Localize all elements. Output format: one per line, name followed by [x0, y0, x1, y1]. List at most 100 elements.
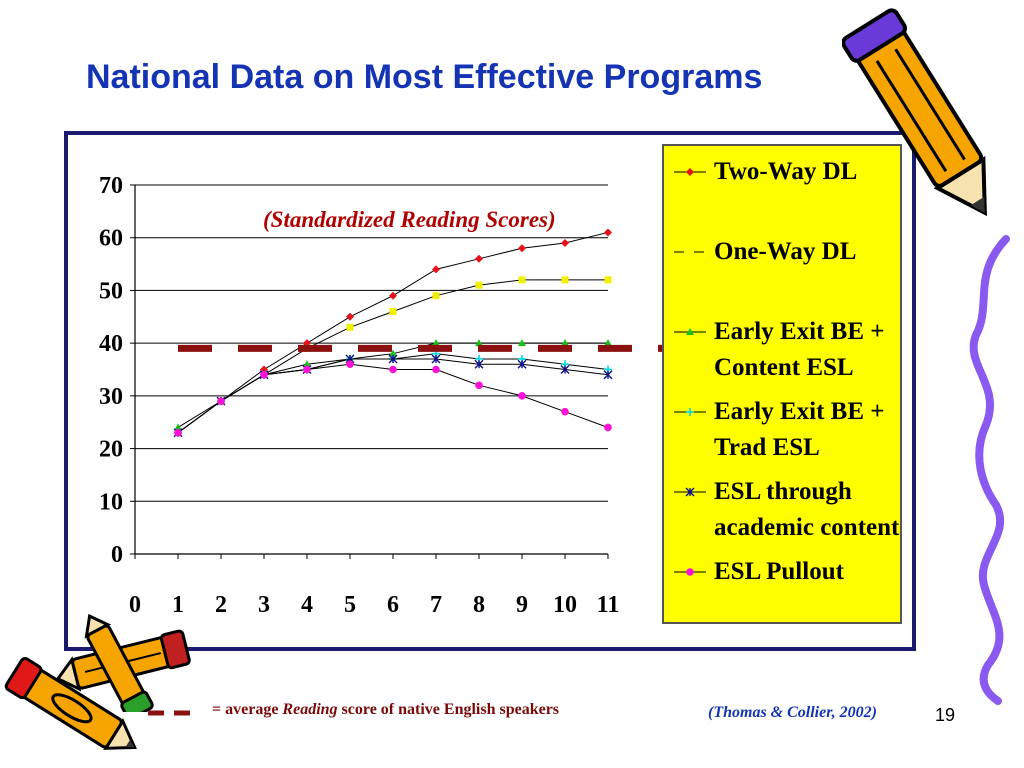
data-point — [174, 428, 182, 437]
x-tick-label: 10 — [553, 592, 577, 618]
data-point — [561, 276, 569, 284]
data-point — [389, 349, 397, 357]
caption-prefix: = average — [212, 701, 283, 718]
data-point — [517, 359, 527, 369]
chart-legend: Two-Way DL One-Way DL Early Exit BE + Cont… — [662, 144, 902, 624]
squiggle-line — [969, 235, 1010, 705]
legend-swatch — [674, 251, 704, 253]
x-tick-label: 9 — [516, 592, 528, 618]
chart-frame: 0 10 20 30 40 50 60 70 0 1 2 3 4 5 6 7 8 9 10 11 (Standard… — [64, 131, 916, 651]
axes — [130, 184, 609, 559]
line-chart: 0 10 20 30 40 50 60 70 0 1 2 3 4 5 6 7 8 9 10 11 (Standard… — [99, 173, 676, 618]
legend-label: ESL through academic content — [714, 478, 900, 541]
data-point — [346, 312, 354, 321]
data-point — [475, 381, 483, 390]
legend-label: Early Exit BE + Content ESL — [714, 318, 885, 381]
swatch-marker — [686, 168, 694, 176]
legend-label: Early Exit BE + Trad ESL — [714, 398, 885, 461]
data-point — [604, 339, 612, 347]
y-tick-label: 70 — [99, 173, 123, 199]
swatch-marker — [686, 328, 694, 335]
series-2 — [174, 339, 612, 431]
x-tick-label: 4 — [301, 592, 313, 618]
legend-swatch — [674, 568, 706, 576]
data-point — [303, 365, 311, 374]
grid-lines — [135, 184, 608, 502]
series-line — [177, 363, 609, 434]
data-point — [603, 370, 613, 380]
x-tick-labels: 0 1 2 3 4 5 6 7 8 9 10 11 — [129, 592, 619, 618]
citation: (Thomas & Collier, 2002) — [708, 704, 877, 721]
y-tick-label: 20 — [99, 437, 123, 463]
data-point — [389, 365, 397, 374]
swatch-marker — [686, 568, 694, 576]
data-point — [303, 360, 311, 368]
legend-label: One-Way DL — [714, 238, 857, 265]
x-tick-label: 6 — [387, 592, 399, 618]
y-tick-label: 40 — [99, 331, 123, 357]
caption-suffix: score of native English speakers — [337, 701, 560, 718]
swatch-marker — [686, 408, 694, 416]
x-tick-label: 11 — [597, 592, 620, 618]
pencil-icon — [55, 613, 191, 712]
average-line-caption: = average Reading score of native Englis… — [212, 701, 559, 719]
pencil-icon — [4, 656, 137, 750]
data-point — [217, 397, 225, 405]
data-point — [174, 423, 182, 431]
y-tick-label: 30 — [99, 384, 123, 410]
data-point — [432, 292, 440, 300]
page-number: 19 — [935, 705, 956, 725]
data-point — [560, 365, 570, 374]
x-tick-label: 7 — [430, 592, 442, 618]
series-line — [177, 231, 609, 434]
legend-swatch — [674, 408, 706, 416]
legend-label: ESL Pullout — [714, 558, 844, 585]
pencil-icon — [842, 8, 987, 217]
data-point — [604, 228, 612, 237]
data-point — [518, 276, 526, 284]
caption-italic-word: Reading — [282, 701, 338, 718]
data-point — [431, 354, 441, 364]
data-point — [518, 392, 526, 400]
data-point — [561, 407, 569, 416]
series-5 — [174, 360, 612, 437]
data-series — [173, 228, 613, 438]
legend-swatch — [674, 328, 706, 335]
series-line — [177, 353, 609, 434]
data-point — [432, 339, 440, 347]
x-tick-label: 5 — [344, 592, 356, 618]
data-point — [604, 423, 612, 432]
chart-annotation: (Standardized Reading Scores) — [263, 207, 556, 232]
slide-title: National Data on Most Effective Programs — [86, 58, 763, 96]
data-point — [518, 244, 526, 253]
data-point — [389, 291, 397, 300]
data-point — [475, 254, 483, 263]
legend-swatch — [674, 487, 706, 497]
y-tick-label: 0 — [111, 542, 123, 568]
data-point — [260, 370, 268, 379]
average-line-key — [148, 710, 196, 716]
legend-label: Two-Way DL — [714, 158, 858, 185]
legend-swatch — [674, 168, 706, 176]
data-point — [432, 265, 440, 274]
data-point — [518, 339, 526, 347]
x-tick-label: 1 — [172, 592, 184, 618]
data-point — [561, 339, 569, 347]
x-tick-label: 2 — [215, 592, 227, 618]
x-tick-label: 0 — [129, 592, 141, 618]
data-point — [561, 238, 569, 247]
data-point — [474, 359, 484, 369]
data-point — [389, 308, 397, 316]
x-tick-label: 8 — [473, 592, 485, 618]
data-point — [346, 323, 354, 331]
series-0 — [174, 228, 612, 437]
y-tick-label: 60 — [99, 226, 123, 252]
y-tick-label: 10 — [99, 489, 123, 515]
data-point — [432, 365, 440, 374]
data-point — [475, 339, 483, 347]
data-point — [475, 281, 483, 289]
footnote: = average Reading score of native Englis… — [148, 701, 908, 727]
data-point — [388, 354, 398, 364]
data-point — [346, 360, 354, 369]
x-tick-label: 3 — [258, 592, 270, 618]
